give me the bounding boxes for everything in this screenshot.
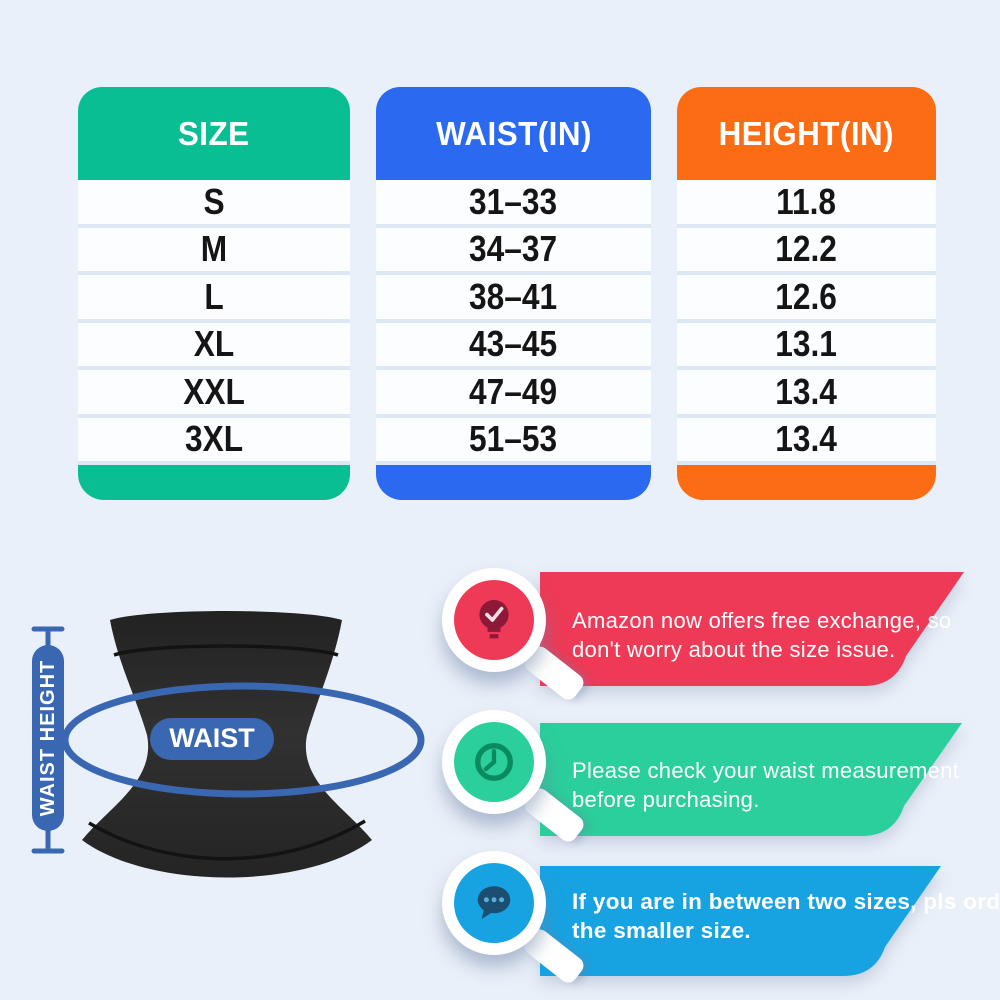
column-header-height: HEIGHT(IN) (677, 87, 936, 180)
column-header-size-label: SIZE (178, 114, 250, 152)
size-table-column-size: SIZE S M L XL XXL 3XL (78, 87, 350, 500)
height-cell: 12.6 (677, 275, 936, 323)
chat-dots-icon (477, 886, 511, 920)
callout-exchange-banner (540, 572, 964, 686)
waist-height-measure: WAIST HEIGHT (31, 626, 65, 854)
garment-bottom-seam (88, 819, 366, 861)
height-cell: 12.2 (677, 227, 936, 275)
callout-measure-text: Please check your waist measurement befo… (572, 758, 960, 812)
size-cell: S (78, 180, 350, 228)
badge-circle (454, 722, 534, 802)
waist-height-label: WAIST HEIGHT (37, 660, 59, 816)
callout-between-sizes-text: If you are in between two sizes, pls ord… (572, 889, 1000, 943)
column-footer-bar-size (78, 465, 350, 500)
waist-cell: 43–45 (376, 322, 651, 370)
waist-label: WAIST (169, 723, 255, 753)
waist-cell: 38–41 (376, 275, 651, 323)
waist-measure-ellipse (61, 682, 425, 798)
callout-between-sizes-badge (442, 851, 546, 955)
height-cell: 13.1 (677, 322, 936, 370)
column-footer-bar-waist (376, 465, 651, 500)
column-header-size: SIZE (78, 87, 350, 180)
clock-icon (475, 743, 513, 781)
garment-top-seam (113, 644, 339, 657)
callout-between-sizes-banner (540, 866, 941, 976)
waist-cell: 47–49 (376, 370, 651, 418)
waist-pill (150, 718, 274, 760)
callout-measure-badge (442, 710, 546, 814)
waist-trainer-illustration: WAIST HEIGHT WAIST (31, 611, 425, 878)
size-cell: M (78, 227, 350, 275)
banner-shape (540, 866, 941, 976)
callout-exchange-text: Amazon now offers free exchange, so don'… (572, 608, 952, 662)
waist-height-pill (32, 645, 64, 831)
height-cell: 13.4 (677, 417, 936, 465)
size-cell: XL (78, 322, 350, 370)
waist-cell: 31–33 (376, 180, 651, 228)
column-header-height-label: HEIGHT(IN) (718, 114, 895, 152)
height-cell: 13.4 (677, 370, 936, 418)
height-cell: 11.8 (677, 180, 936, 228)
banner-shape (540, 572, 964, 686)
badge-circle (454, 863, 534, 943)
size-table: SIZE S M L XL XXL 3XL WAIST(IN) 31–33 34… (78, 87, 936, 500)
size-cell: XXL (78, 370, 350, 418)
column-header-waist-label: WAIST(IN) (435, 114, 592, 152)
banner-shape (540, 723, 962, 836)
waist-cell: 51–53 (376, 417, 651, 465)
callout-measure-banner (540, 723, 962, 836)
size-cell: 3XL (78, 417, 350, 465)
lightbulb-check-icon (479, 599, 509, 639)
size-cell: L (78, 275, 350, 323)
column-footer-bar-height (677, 465, 936, 500)
badge-circle (454, 580, 534, 660)
column-header-waist: WAIST(IN) (376, 87, 651, 180)
size-table-column-height: HEIGHT(IN) 11.8 12.2 12.6 13.1 13.4 13.4 (677, 87, 936, 500)
callout-exchange-badge (442, 568, 546, 672)
size-table-column-waist: WAIST(IN) 31–33 34–37 38–41 43–45 47–49 … (376, 87, 651, 500)
waist-cell: 34–37 (376, 227, 651, 275)
